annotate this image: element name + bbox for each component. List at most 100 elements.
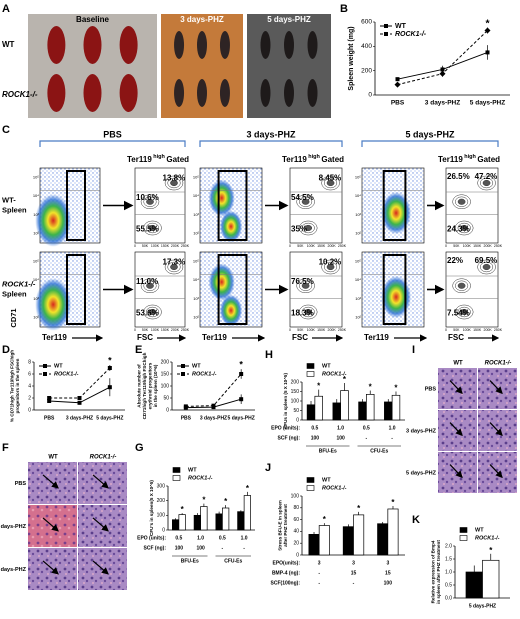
y-tick-label: 200 (361, 67, 372, 74)
contour (304, 308, 313, 316)
y-tick-label: 150 (161, 371, 170, 377)
annotation: * (224, 497, 228, 506)
row-value: 3 (386, 560, 389, 566)
bar (243, 495, 252, 531)
gate-label-part: Ter119 (438, 155, 463, 164)
legend-swatch (459, 527, 468, 533)
contour-plot (445, 167, 499, 244)
y-tick-label: 40 (293, 529, 299, 535)
row-value: - (318, 570, 320, 576)
fsc-tick-label: 0 (445, 328, 447, 332)
y-axis-label: CD71 (9, 308, 18, 327)
histology-column-label: WT (453, 361, 463, 367)
contour-plot (289, 251, 343, 328)
log-tick-label: 10² (33, 315, 39, 320)
legend-label: WT (395, 23, 407, 30)
percentage: 35% (291, 225, 307, 234)
spleen (47, 74, 66, 112)
fsc-tick-label: 150K (317, 328, 326, 332)
marker (439, 70, 446, 77)
bar (237, 511, 245, 531)
contour (146, 282, 154, 289)
log-tick-label: 10⁵ (33, 174, 39, 179)
spleen (119, 26, 138, 64)
fsc-tick-label: 50K (297, 328, 304, 332)
legend-label: WT (54, 363, 63, 369)
contour (299, 196, 313, 207)
spleen (174, 79, 185, 107)
marker (47, 396, 52, 400)
percentage: 69.5% (475, 256, 498, 265)
spleen (284, 79, 294, 107)
log-tick-label: 10⁴ (33, 193, 39, 198)
fsc-tick-label: 150K (473, 328, 482, 332)
flow-column-label: PBS (103, 129, 122, 139)
spleen (219, 31, 230, 59)
annotation: * (181, 505, 185, 514)
spleen (83, 26, 102, 64)
fsc-tick-label: 250K (181, 244, 190, 248)
row-value: 0.5 (219, 535, 226, 541)
marker (183, 404, 188, 409)
annotation: * (391, 498, 395, 507)
row-label: SCF (ng): (144, 545, 167, 551)
legend-marker (43, 372, 47, 376)
fsc-tick-label: 0 (289, 328, 291, 332)
row-value: 0.5 (363, 425, 370, 431)
row-value: 0.5 (311, 425, 318, 431)
percentage: 10.2% (319, 258, 342, 267)
contour (324, 177, 338, 189)
gate (382, 254, 407, 325)
y-axis-label: after PHZ treatment (283, 504, 288, 547)
row-value: - (391, 435, 393, 441)
fsc-tick-label: 100K (151, 244, 160, 248)
legend-label: ROCK1-/- (192, 371, 217, 377)
contour (301, 282, 310, 289)
contour (457, 306, 471, 318)
y-axis-label: Stress BFU-E in spleen (278, 500, 283, 551)
row-value: - (243, 545, 245, 551)
panel-letter: C (2, 124, 10, 136)
arrow (92, 517, 109, 532)
panel-letter: B (340, 3, 348, 15)
percentage: 54.5% (291, 193, 314, 202)
row-value: - (222, 545, 224, 551)
bar (318, 525, 330, 556)
marker (395, 77, 400, 82)
bar (340, 390, 349, 421)
contour (482, 263, 491, 271)
annotation: * (485, 17, 490, 29)
log-tick-label: 10⁵ (193, 174, 199, 179)
bar (314, 395, 323, 421)
x-axis-label: FSC (292, 333, 308, 342)
row-value: 1.0 (389, 425, 396, 431)
spleen (174, 31, 185, 59)
row-value: 100 (311, 435, 320, 441)
panel-letter: D (2, 344, 10, 356)
fsc-tick-label: 200K (484, 328, 493, 332)
row-label: EPO(units): (273, 560, 301, 566)
legend-label: ROCK1-/- (54, 371, 79, 377)
histology-column-label: ROCK1-/- (90, 455, 117, 461)
contour (480, 177, 494, 189)
marker (211, 403, 216, 408)
y-tick-label: 4 (28, 383, 31, 389)
gate (66, 170, 86, 241)
fsc-tick-label: 250K (338, 244, 347, 248)
density (219, 210, 243, 243)
density (381, 276, 411, 318)
contour (143, 196, 157, 207)
fsc-tick-label: 100K (463, 328, 472, 332)
histology-row-label: 5 days-PHZ (406, 470, 437, 476)
bar (193, 514, 201, 531)
fsc-tick-label: 0 (445, 244, 447, 248)
legend-label: WT (188, 467, 197, 473)
fsc-tick-label: 150K (317, 244, 326, 248)
bar (200, 506, 208, 531)
gate-label-part: Gated (321, 155, 344, 164)
log-tick-label: 10⁴ (193, 193, 199, 198)
gate-label: Ter119 high Gated (438, 154, 500, 164)
contour (146, 198, 154, 205)
contour (455, 280, 469, 291)
percentage: 17.3% (163, 258, 186, 267)
